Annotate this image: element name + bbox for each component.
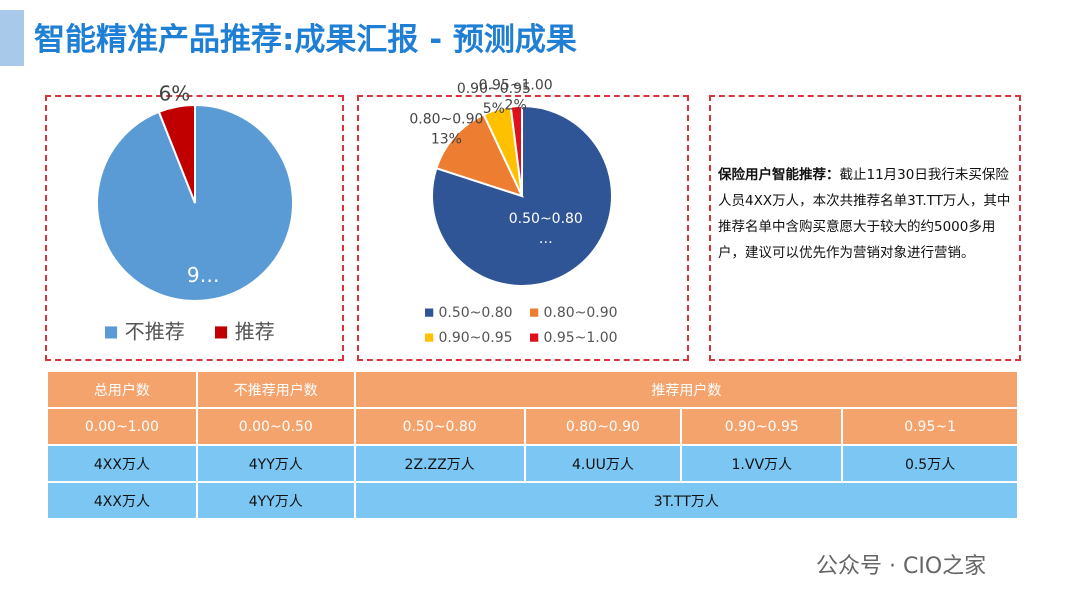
slice-category: 0.80~0.90 — [409, 111, 483, 127]
table-cell: 3T.TT万人 — [353, 481, 1020, 520]
legend-label: 0.50~0.80 — [439, 305, 513, 321]
table-cell: 0.80~0.90 — [523, 407, 683, 446]
note-body: 截止11月30日我行未买保险人员4XX万人，本次共推荐名单3T.TT万人，其中推… — [718, 167, 1011, 261]
table-cell: 0.5万人 — [841, 444, 1019, 483]
data-label: 6% — [159, 82, 191, 106]
data-label: 9… — [187, 263, 220, 287]
slice-category: 0.95~1.00 — [479, 77, 553, 93]
table-cell: 0.95~1 — [841, 407, 1019, 446]
slice-category: 0.90~0.95 — [457, 81, 531, 97]
data-label: 2% — [505, 97, 527, 113]
table-cell: 0.00~1.00 — [46, 407, 198, 446]
chart-frame — [357, 95, 689, 361]
table-cell: 4.UU万人 — [523, 444, 683, 483]
table-cell: 2Z.ZZ万人 — [353, 444, 526, 483]
note: 保险用户智能推荐：截止11月30日我行未买保险人员4XX万人，本次共推荐名单3T… — [718, 162, 1014, 266]
table-row: 4XX万人 4YY万人 2Z.ZZ万人 4.UU万人 1.VV万人 0.5万人 — [46, 444, 1019, 483]
table-cell: 4YY万人 — [195, 481, 356, 520]
table-cell: 4YY万人 — [195, 444, 356, 483]
watermark: 公众号 · CIO之家 — [816, 554, 987, 579]
table-cell: 推荐用户数 — [353, 370, 1020, 409]
table-cell: 4XX万人 — [46, 481, 198, 520]
legend-label: 0.80~0.90 — [544, 305, 618, 321]
table-row: 0.00~1.00 0.00~0.50 0.50~0.80 0.80~0.90 0.90… — [46, 407, 1019, 446]
table-cell: 总用户数 — [46, 370, 198, 409]
table-cell: 0.00~0.50 — [195, 407, 356, 446]
pie-slice — [435, 113, 524, 198]
legend-swatch — [105, 326, 118, 339]
slice-category: 0.50~0.80 — [509, 211, 583, 227]
legend-swatch — [530, 308, 539, 317]
chart-frame — [45, 95, 344, 361]
legend-label: 0.90~0.95 — [439, 330, 513, 346]
table-cell: 1.VV万人 — [680, 444, 844, 483]
table-cell: 不推荐用户数 — [195, 370, 356, 409]
legend-swatch — [425, 333, 434, 342]
title: 智能精准产品推荐:成果汇报 - 预测成果 — [34, 22, 577, 58]
pie-slice — [157, 103, 196, 204]
table-cell: 4XX万人 — [46, 444, 198, 483]
legend-label: 不推荐 — [125, 320, 185, 344]
legend-swatch — [215, 326, 228, 339]
table-cell: 0.90~0.95 — [680, 407, 844, 446]
table: 总用户数 不推荐用户数 推荐用户数 0.00~1.00 0.00~0.50 0.50~0.… — [46, 370, 1020, 520]
note-lead: 保险用户智能推荐： — [718, 167, 840, 183]
legend-swatch — [530, 333, 539, 342]
data-label: 13% — [431, 131, 462, 147]
legend-label: 0.95~1.00 — [544, 330, 618, 346]
table-row: 总用户数 不推荐用户数 推荐用户数 — [46, 370, 1020, 409]
note-frame — [709, 95, 1021, 361]
data-label: … — [539, 231, 553, 247]
table-cell: 0.50~0.80 — [353, 407, 526, 446]
legend-swatch — [425, 308, 434, 317]
legend-label: 推荐 — [235, 320, 275, 344]
table-row: 4XX万人 4YY万人 3T.TT万人 — [46, 481, 1020, 520]
pie-slice — [509, 104, 523, 197]
title-bar — [0, 10, 24, 66]
data-label: 5% — [483, 101, 505, 117]
